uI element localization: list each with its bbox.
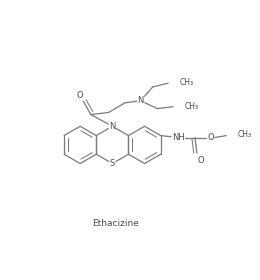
Text: Ethacizine: Ethacizine <box>92 219 139 228</box>
Text: S: S <box>110 159 115 168</box>
Text: O: O <box>198 156 204 165</box>
Text: O: O <box>77 91 83 101</box>
Text: CH₃: CH₃ <box>185 102 199 111</box>
Text: O: O <box>207 133 214 142</box>
Text: N: N <box>109 122 116 131</box>
Text: N: N <box>138 96 144 105</box>
Text: CH₃: CH₃ <box>180 78 194 87</box>
Text: NH: NH <box>172 133 185 142</box>
Text: CH₃: CH₃ <box>238 130 252 139</box>
